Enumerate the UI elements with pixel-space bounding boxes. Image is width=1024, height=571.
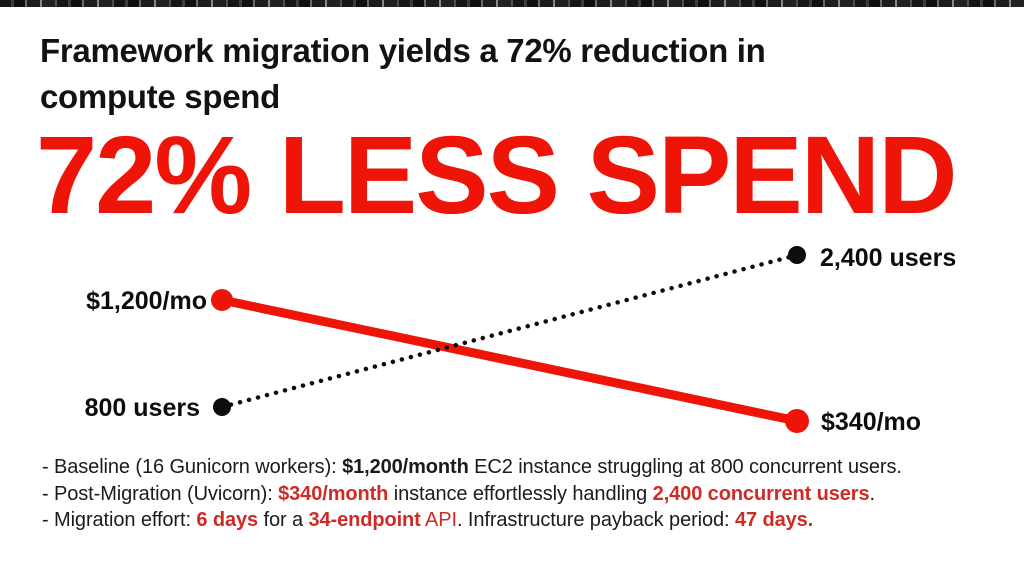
text-segment: 34-endpoint: [308, 509, 421, 531]
headline-line-2: compute spend: [40, 78, 280, 115]
text-segment: - Migration effort:: [42, 509, 197, 531]
text-segment: EC2 instance struggling at 800 concurren…: [468, 456, 902, 478]
text-segment: API: [420, 509, 457, 531]
text-segment: $340/month: [278, 482, 389, 505]
text-segment: $1,200/month: [342, 456, 469, 478]
text-segment: - Post-Migration (Uvicorn):: [42, 482, 279, 505]
bullet-list: - Baseline (16 Gunicorn workers): $1,200…: [42, 454, 1002, 534]
text-segment: .: [869, 482, 875, 505]
label-spend-start: $1,200/mo: [86, 287, 207, 315]
bullet-baseline: - Baseline (16 Gunicorn workers): $1,200…: [42, 454, 1002, 481]
spend-end-dot: [785, 409, 809, 433]
text-segment: for a: [258, 509, 309, 531]
users-start-dot: [213, 398, 231, 416]
spend-line: [221, 295, 798, 426]
text-segment: 47 days.: [734, 509, 814, 531]
label-users-start: 800 users: [84, 394, 200, 422]
text-segment: 2,400 concurrent users: [652, 482, 870, 505]
text-segment: - Baseline (16 Gunicorn workers):: [42, 456, 343, 478]
users-end-dot: [788, 246, 806, 264]
headline: Framework migration yields a 72% reducti…: [40, 28, 930, 120]
text-segment: . Infrastructure payback period:: [457, 509, 735, 531]
users-line: [219, 252, 800, 410]
label-spend-end: $340/mo: [821, 408, 922, 436]
text-segment: instance effortlessly handling: [388, 482, 653, 505]
cropped-text-noise-strip: [0, 0, 1024, 7]
label-users-end: 2,400 users: [820, 244, 957, 272]
text-segment: 6 days: [196, 509, 259, 531]
spend-start-dot: [211, 289, 233, 311]
bullet-post-migration: - Post-Migration (Uvicorn): $340/month i…: [42, 481, 1002, 508]
bullet-migration-effort: - Migration effort: 6 days for a 34-endp…: [42, 507, 1002, 534]
headline-line-1: Framework migration yields a 72% reducti…: [40, 32, 766, 69]
big-stat: 72% LESS SPEND: [36, 114, 958, 237]
